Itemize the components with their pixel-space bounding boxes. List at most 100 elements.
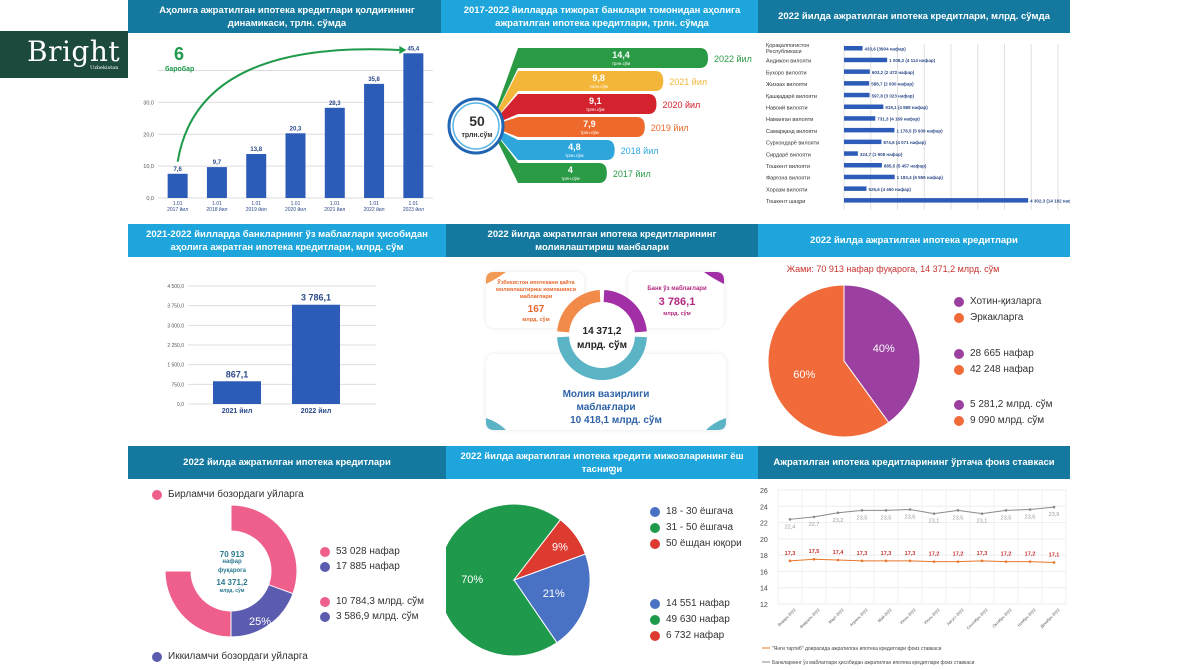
region-value-label: 597,8 (3 023 нафар) <box>872 92 915 98</box>
data-label: 17,4 <box>833 550 845 556</box>
legend-label: 28 665 нафар <box>970 348 1034 359</box>
slice-label: 25% <box>249 616 271 628</box>
region-label: Республикаси <box>766 49 802 55</box>
region-value-label: 433,6 (3904 нафар) <box>865 46 907 52</box>
series-line <box>789 506 1055 520</box>
region-bar <box>844 104 884 109</box>
region-label: Сурхондарё вилояти <box>766 141 819 147</box>
data-point <box>1004 560 1008 563</box>
center-amount-unit: млрд. сўм <box>219 588 245 594</box>
region-value-label: 1 178,5 (5 939 нафар) <box>896 127 943 133</box>
data-point <box>884 559 888 563</box>
women-amount: 5 281,2 млрд. сўм <box>954 399 1052 410</box>
bar <box>213 381 261 404</box>
year-value-label: 4,8 <box>568 142 581 152</box>
x-tick-label: Июль 2022 <box>923 607 941 625</box>
legend-label: 17 885 нафар <box>336 561 400 572</box>
men-amount: 9 090 млрд. сўм <box>954 415 1044 426</box>
primary-people: 53 028 нафар <box>320 546 400 557</box>
legend-men: Эркакларга <box>954 312 1023 323</box>
pie-slice <box>767 284 890 438</box>
legend-label: 9 090 млрд. сўм <box>970 415 1045 426</box>
data-label: 23,6 <box>905 515 916 521</box>
y-tick-label: 12 <box>760 602 768 609</box>
legend-label: 18 - 30 ёшгача <box>666 506 734 517</box>
y-tick-label: 18 <box>760 553 768 560</box>
legend-dot <box>954 348 964 359</box>
data-point <box>1052 505 1056 509</box>
legend-dot <box>954 399 964 410</box>
x-tick-label: 2022 йил <box>364 206 385 213</box>
mortgage-company-value: 167 <box>527 304 545 315</box>
legend-label: 42 248 нафар <box>970 364 1034 375</box>
year-label: 2017 йил <box>613 169 651 179</box>
region-label: Самарқанд вилояти <box>766 129 817 135</box>
secondary-amount: 3 586,9 млрд. сўм <box>320 611 418 622</box>
x-tick-label: Октябрь 2022 <box>991 607 1013 629</box>
gender-pie: 40% 60% <box>767 284 921 438</box>
legend-dot <box>650 598 660 609</box>
data-label: 17,1 <box>1049 552 1060 558</box>
data-label: 17,2 <box>929 552 940 558</box>
data-point <box>956 560 960 563</box>
x-tick-label: 1.01 <box>330 201 340 207</box>
data-point <box>932 560 936 563</box>
legend-women: Хотин-қизларга <box>954 296 1041 307</box>
legend-age-18-30: 18 - 30 ёшгача <box>650 506 733 517</box>
region-label: Қашқадарё вилояти <box>766 94 817 100</box>
x-tick-label: Сентябрь 2022 <box>965 607 989 631</box>
pie-slice <box>512 519 587 582</box>
data-point <box>836 558 840 562</box>
year-unit-label: трлн.сўм <box>589 83 607 89</box>
year-bar <box>490 48 708 126</box>
bar <box>364 83 385 198</box>
year-label: 2020 йил <box>662 100 700 110</box>
x-tick-label: Декабрь 2022 <box>1039 607 1061 629</box>
bar <box>246 154 267 198</box>
slice-label: 21% <box>543 588 565 600</box>
donut-segment <box>230 584 294 638</box>
data-point <box>788 518 792 521</box>
legend-age-50-plus: 50 ёшдан юқори <box>650 538 742 549</box>
region-value-label: 731,3 (4 169 нафар) <box>877 116 920 122</box>
year-value-label: 4 <box>568 165 573 175</box>
panel-market-type: 2022 йилда ажратилган ипотека кредитлари… <box>128 446 446 670</box>
legend-label: Эркакларга <box>970 312 1024 323</box>
region-value-label: 885,5 (5 457 нафар) <box>884 163 927 169</box>
legend-label: 5 281,2 млрд. сўм <box>970 399 1053 410</box>
data-label: 23,6 <box>1025 515 1036 521</box>
center-citizens: фуқарога <box>217 568 246 574</box>
year-unit-label: трлн.сўм <box>565 152 583 158</box>
brand-sub: Uzbekistan <box>90 65 119 71</box>
y-tick-label: 1 500,0 <box>167 363 184 369</box>
slice-label: 75% <box>191 518 213 530</box>
x-tick-label: 1.01 <box>291 201 301 207</box>
panel-title: Ажратилган ипотека кредитларининг ўртача… <box>758 446 1070 479</box>
slice-label: 9% <box>552 541 568 553</box>
data-point <box>860 559 864 563</box>
y-tick-label: 0,0 <box>177 402 184 408</box>
data-label: 23,5 <box>857 515 868 521</box>
legend-dot <box>650 630 660 641</box>
brand-name: Bright <box>27 35 121 68</box>
panel-interest-rate: Ажратилган ипотека кредитларининг ўртача… <box>758 446 1070 670</box>
growth-label: баробар <box>165 66 195 73</box>
center-people: 70 913 <box>219 550 245 559</box>
year-unit-label: трлн.сўм <box>612 60 630 66</box>
year-bar <box>490 71 664 126</box>
legend-dot <box>650 506 660 517</box>
x-tick-label: 2021 йил <box>324 206 345 213</box>
y-tick-label: 22 <box>760 521 768 528</box>
bar-value-label: 35,8 <box>368 77 380 83</box>
market-donut: 75% 25% <box>164 504 298 638</box>
bank-label: Банк ўз маблағлари <box>647 286 707 292</box>
bank-funds-bar-chart: 0,0 750,0 1 500,0 2 250,0 3 000,0 3 750,0 4 50… <box>167 284 376 415</box>
slice-label: 70% <box>461 574 483 586</box>
ministry-value: 10 418,1 млрд. сўм <box>570 415 662 426</box>
bar <box>167 173 188 198</box>
y-tick-label: 20 <box>760 537 768 544</box>
data-point <box>1028 560 1032 563</box>
ministry-label-1: Молия вазирлиги <box>562 389 650 400</box>
data-label: 17,3 <box>977 551 988 557</box>
